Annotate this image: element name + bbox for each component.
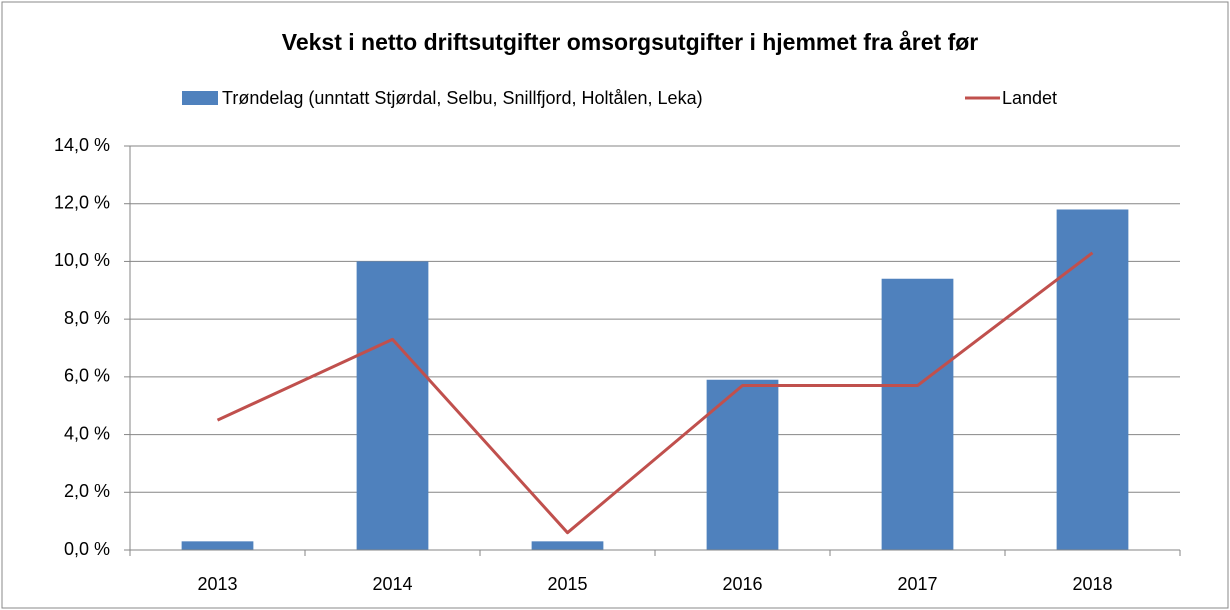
x-tick-label: 2013 [197, 574, 237, 594]
line [216, 251, 1094, 535]
y-tick-label: 6,0 % [64, 366, 110, 386]
bar [356, 261, 429, 550]
bar [181, 541, 254, 550]
y-tick-label: 0,0 % [64, 539, 110, 559]
chart-title: Vekst i netto driftsutgifter omsorgsutgi… [282, 29, 979, 55]
bar [706, 379, 779, 550]
legend-label: Trøndelag (unntatt Stjørdal, Selbu, Snil… [222, 88, 703, 108]
bar [881, 278, 954, 550]
x-tick-label: 2017 [897, 574, 937, 594]
x-tick-label: 2016 [722, 574, 762, 594]
legend-swatch [182, 91, 218, 105]
y-tick-label: 8,0 % [64, 308, 110, 328]
bar [1056, 209, 1129, 550]
bar [531, 541, 604, 550]
y-tick-label: 10,0 % [54, 250, 110, 270]
y-tick-label: 14,0 % [54, 135, 110, 155]
y-tick-label: 4,0 % [64, 423, 110, 443]
x-tick-label: 2015 [547, 574, 587, 594]
y-tick-label: 12,0 % [54, 192, 110, 212]
legend-label: Landet [1002, 88, 1057, 108]
x-tick-label: 2018 [1072, 574, 1112, 594]
y-tick-label: 2,0 % [64, 481, 110, 501]
x-tick-label: 2014 [372, 574, 412, 594]
